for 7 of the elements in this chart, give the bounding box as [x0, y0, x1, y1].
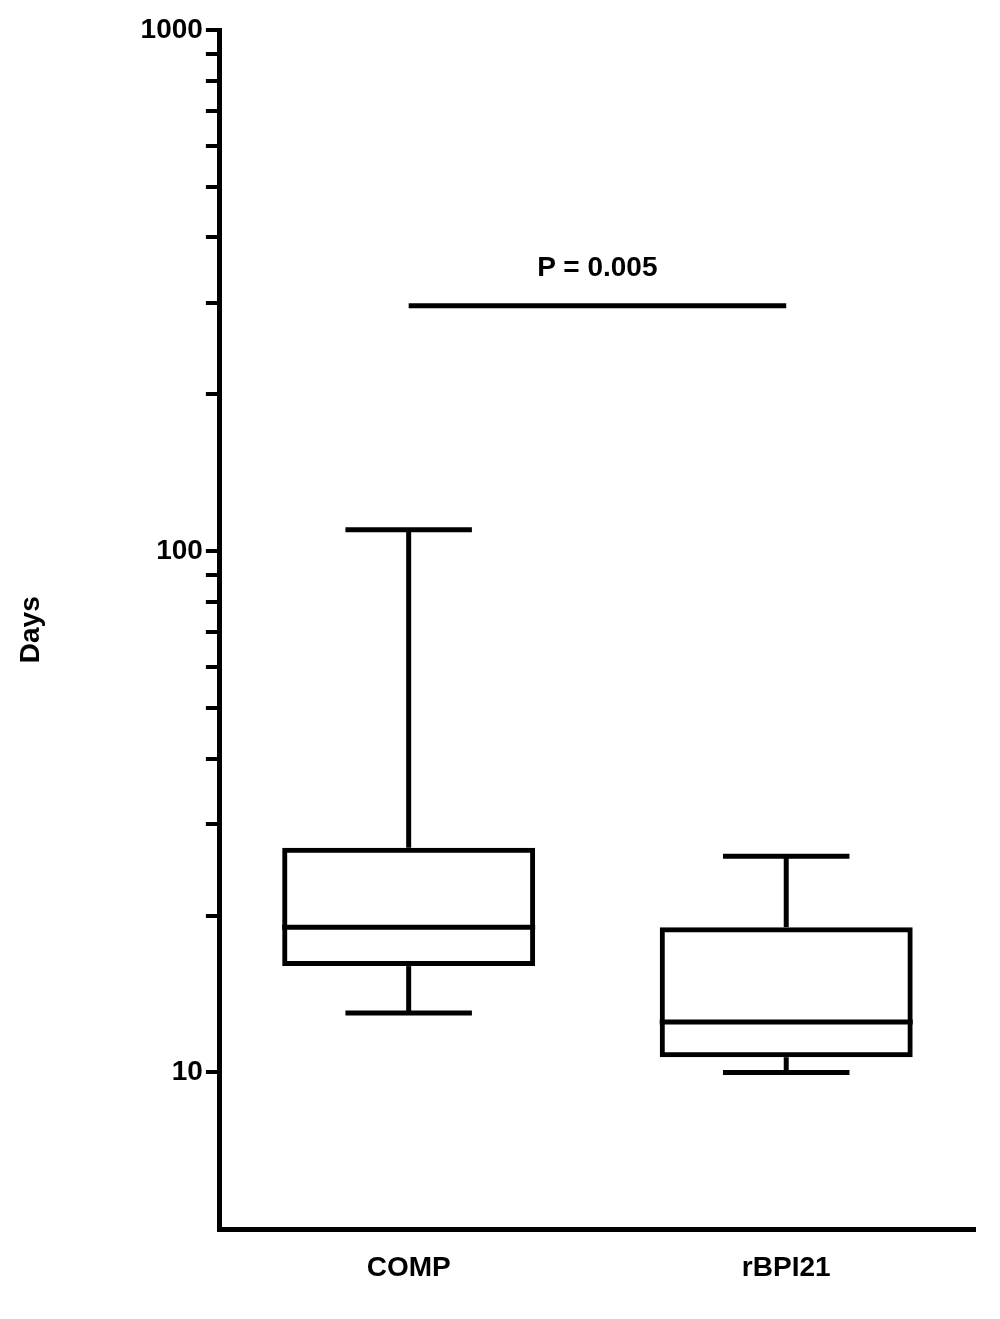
y-tick-label: 100 — [156, 533, 203, 565]
x-tick-label: rBPI21 — [741, 1250, 831, 1282]
y-tick-label: 10 — [171, 1055, 203, 1087]
y-tick-label: 1000 — [140, 12, 203, 44]
x-tick-label: COMP — [366, 1250, 451, 1282]
y-axis-title: Days — [13, 596, 45, 664]
annotation: P = 0.005 — [537, 250, 658, 282]
